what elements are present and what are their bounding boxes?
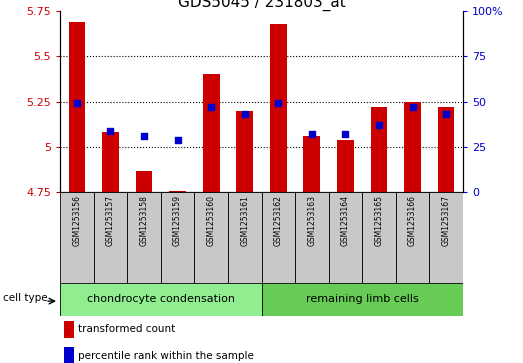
Text: GSM1253157: GSM1253157 (106, 195, 115, 246)
Point (274, 101, 282, 106)
Text: transformed count: transformed count (78, 324, 176, 334)
Text: GSM1253167: GSM1253167 (441, 195, 451, 246)
Point (308, 131, 316, 137)
Text: GSM1253159: GSM1253159 (173, 195, 182, 246)
Text: remaining limb cells: remaining limb cells (306, 294, 418, 305)
Point (408, 104, 417, 110)
Text: GSM1253161: GSM1253161 (240, 195, 249, 246)
Bar (438, 107, 454, 192)
Bar (371, 107, 388, 192)
Bar (295, 192, 328, 283)
Text: GSM1253164: GSM1253164 (341, 195, 350, 246)
Bar (404, 102, 421, 192)
Point (241, 111, 249, 117)
Bar (135, 171, 152, 192)
Point (106, 128, 115, 134)
Bar (60, 192, 94, 283)
Text: GSM1253162: GSM1253162 (274, 195, 283, 246)
Bar (396, 192, 429, 283)
Bar (69, 22, 85, 192)
Text: GSM1253156: GSM1253156 (72, 195, 82, 246)
Bar (127, 192, 161, 283)
Point (174, 137, 182, 143)
Bar (195, 192, 228, 283)
Bar (429, 192, 463, 283)
Bar (337, 140, 354, 192)
Bar (270, 24, 287, 192)
Title: GDS5045 / 231803_at: GDS5045 / 231803_at (178, 0, 345, 11)
Bar (64, 347, 74, 363)
Point (207, 104, 215, 110)
Point (73, 101, 81, 106)
Bar (64, 321, 74, 338)
Bar (203, 74, 220, 192)
Text: GSM1253160: GSM1253160 (207, 195, 215, 246)
Bar (102, 132, 119, 192)
Text: GSM1253166: GSM1253166 (408, 195, 417, 246)
Bar (262, 283, 463, 316)
Bar (228, 192, 262, 283)
Text: GSM1253163: GSM1253163 (308, 195, 316, 246)
Point (140, 133, 148, 139)
Bar (60, 283, 262, 316)
Bar (262, 192, 295, 283)
Text: GSM1253165: GSM1253165 (374, 195, 383, 246)
Point (442, 111, 450, 117)
Text: percentile rank within the sample: percentile rank within the sample (78, 351, 254, 361)
Bar (328, 192, 362, 283)
Point (375, 122, 383, 128)
Bar (94, 192, 127, 283)
Point (341, 131, 349, 137)
Bar (161, 192, 195, 283)
Bar (169, 191, 186, 192)
Bar (236, 111, 253, 192)
Text: cell type: cell type (3, 293, 48, 303)
Text: GSM1253158: GSM1253158 (140, 195, 149, 246)
Bar (362, 192, 396, 283)
Bar (303, 136, 320, 192)
Text: chondrocyte condensation: chondrocyte condensation (87, 294, 235, 305)
